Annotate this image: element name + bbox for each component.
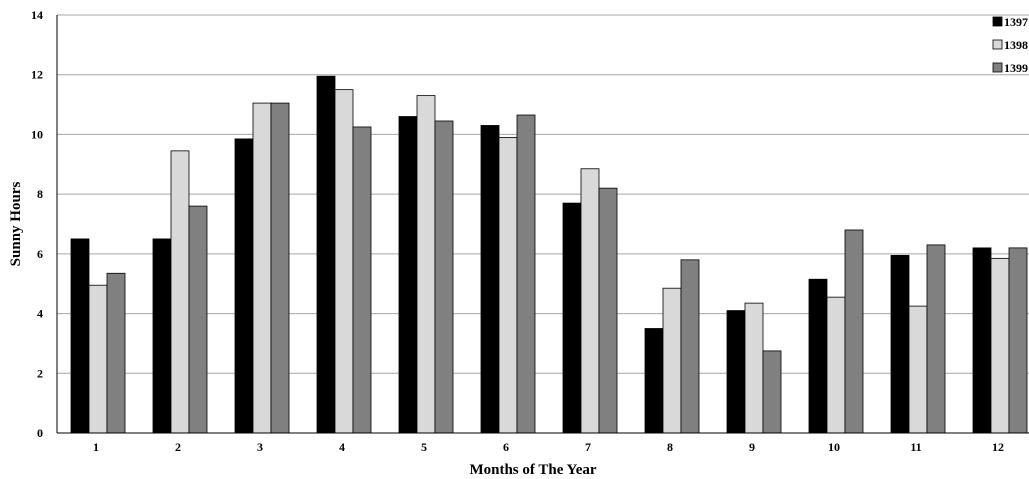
- bar-1397-4: [316, 75, 336, 434]
- y-tick-label: 4: [37, 307, 43, 321]
- y-tick-label: 2: [37, 366, 43, 380]
- legend-label-1398: 1398: [1004, 38, 1028, 52]
- bar-1397-2: [152, 238, 172, 434]
- bar-1397-9: [726, 310, 746, 434]
- bar-1399-5: [434, 120, 454, 434]
- x-tick-label: 11: [910, 440, 921, 454]
- bar-1398-8: [662, 287, 682, 434]
- bar-1397-8: [644, 328, 664, 434]
- x-tick-label: 12: [992, 440, 1004, 454]
- y-tick-label: 6: [37, 247, 43, 261]
- bar-1398-2: [170, 150, 190, 434]
- bar-1398-3: [252, 102, 272, 434]
- y-axis-title: Sunny Hours: [8, 182, 24, 267]
- bars: [70, 75, 1028, 434]
- bar-1397-6: [480, 125, 500, 434]
- bar-1399-8: [680, 259, 700, 434]
- bar-1399-9: [762, 350, 782, 434]
- bar-1399-4: [352, 126, 372, 434]
- legend: 1397 1398 1399: [992, 15, 1028, 75]
- bar-1398-4: [334, 89, 354, 434]
- y-tick-label: 10: [31, 127, 43, 141]
- bar-1397-1: [70, 238, 90, 434]
- legend-label-1399: 1399: [1004, 61, 1028, 75]
- x-tick-label: 1: [93, 440, 99, 454]
- x-tick-label: 3: [257, 440, 263, 454]
- bar-1398-5: [416, 95, 436, 434]
- bar-1398-6: [498, 137, 518, 434]
- x-tick-label: 9: [749, 440, 755, 454]
- bar-1397-11: [890, 254, 910, 434]
- bar-1399-6: [516, 114, 536, 434]
- gridlines: [57, 14, 1029, 374]
- y-tick-labels: 0 2 4 6 8 10 12 14: [31, 8, 43, 440]
- axes: [56, 15, 1029, 434]
- x-tick-label: 5: [421, 440, 427, 454]
- x-tick-labels: 1 2 3 4 5 6 7 8 9 10 11 12: [93, 440, 1004, 454]
- x-tick-label: 10: [828, 440, 840, 454]
- bar-1397-7: [562, 202, 582, 434]
- y-tick-label: 8: [37, 187, 43, 201]
- x-tick-label: 7: [585, 440, 591, 454]
- y-tick-label: 0: [37, 426, 43, 440]
- x-tick-label: 8: [667, 440, 673, 454]
- x-tick-label: 4: [339, 440, 345, 454]
- bar-1398-7: [580, 168, 600, 434]
- x-axis-title: Months of The Year: [469, 462, 596, 478]
- bar-1398-1: [88, 284, 108, 434]
- bar-1399-11: [926, 244, 946, 434]
- bar-1399-1: [106, 272, 126, 434]
- bar-1399-7: [598, 187, 618, 434]
- y-tick-label: 12: [31, 68, 43, 82]
- legend-swatch-1397: [992, 16, 1003, 27]
- bar-1398-12: [990, 257, 1010, 434]
- bar-1398-9: [744, 302, 764, 434]
- bar-1399-3: [270, 102, 290, 434]
- x-tick-label: 2: [175, 440, 181, 454]
- bar-1399-10: [844, 229, 864, 434]
- bar-1397-10: [808, 278, 828, 434]
- bar-1399-12: [1008, 247, 1028, 434]
- bar-1397-12: [972, 247, 992, 434]
- bar-1398-11: [908, 305, 928, 434]
- legend-label-1397: 1397: [1004, 15, 1028, 29]
- bar-1397-5: [398, 116, 418, 434]
- y-tick-label: 14: [31, 8, 43, 22]
- legend-swatch-1398: [992, 39, 1003, 50]
- bar-1397-3: [234, 138, 254, 434]
- bar-1398-10: [826, 296, 846, 434]
- legend-swatch-1399: [992, 62, 1003, 73]
- x-tick-label: 6: [503, 440, 509, 454]
- bar-1399-2: [188, 205, 208, 434]
